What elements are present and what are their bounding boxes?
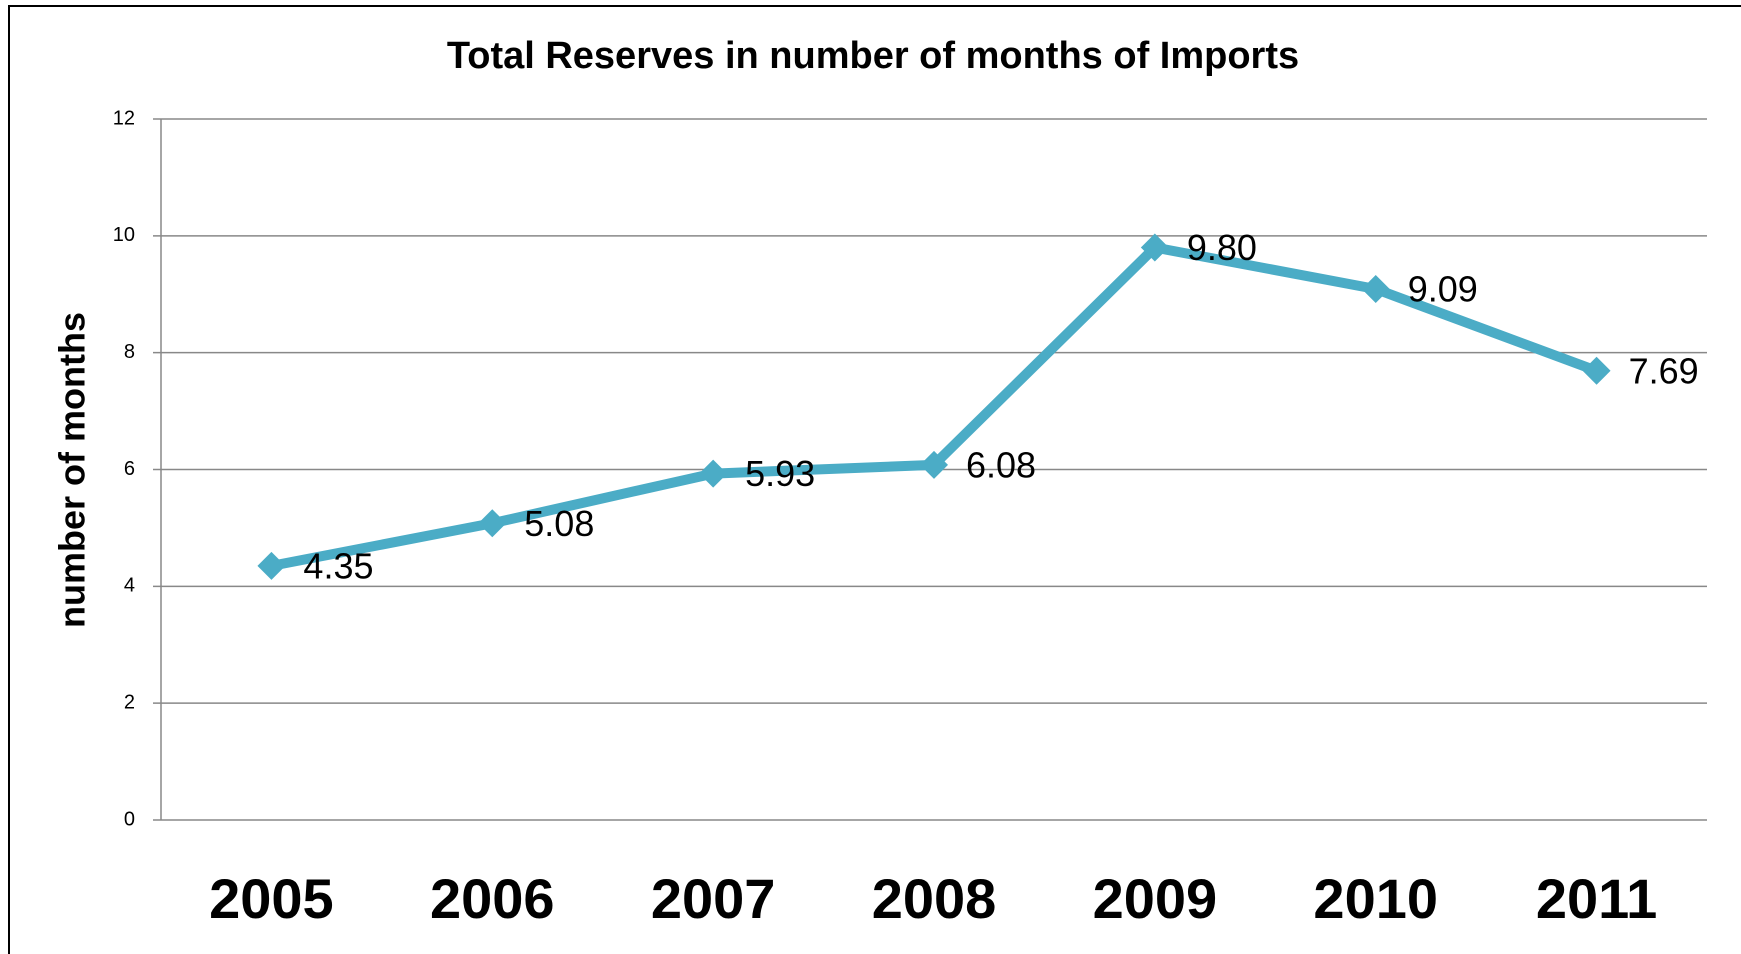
chart-title: Total Reserves in number of months of Im… bbox=[447, 35, 1299, 77]
marker bbox=[920, 450, 948, 479]
data-label: 7.69 bbox=[1629, 350, 1699, 391]
data-label: 9.09 bbox=[1408, 269, 1478, 310]
data-label: 5.08 bbox=[524, 503, 594, 544]
x-tick-label: 2007 bbox=[651, 867, 776, 930]
y-tick-label: 8 bbox=[124, 341, 135, 363]
marker bbox=[1140, 233, 1169, 262]
y-tick-label: 10 bbox=[113, 224, 135, 246]
marker bbox=[257, 551, 286, 580]
data-label: 9.80 bbox=[1187, 227, 1257, 268]
data-label: 4.35 bbox=[303, 545, 373, 586]
x-tick-label: 2005 bbox=[209, 867, 334, 930]
x-tick-label: 2009 bbox=[1093, 867, 1218, 930]
chart-frame bbox=[8, 5, 1741, 954]
x-tick-label: 2010 bbox=[1313, 867, 1438, 930]
x-tick-label: 2011 bbox=[1536, 867, 1658, 930]
y-tick-label: 2 bbox=[124, 691, 135, 713]
data-label: 5.93 bbox=[745, 453, 815, 494]
data-label: 6.08 bbox=[966, 444, 1036, 485]
y-tick-label: 4 bbox=[124, 575, 135, 597]
x-tick-label: 2008 bbox=[872, 867, 997, 930]
y-axis-title: number of months bbox=[52, 312, 93, 628]
y-tick-label: 0 bbox=[124, 808, 135, 830]
marker bbox=[1361, 274, 1390, 303]
y-tick-label: 12 bbox=[113, 107, 135, 129]
marker bbox=[699, 459, 728, 488]
marker bbox=[1582, 356, 1611, 385]
y-tick-label: 6 bbox=[124, 458, 135, 480]
marker bbox=[478, 509, 507, 538]
x-tick-label: 2006 bbox=[430, 867, 555, 930]
